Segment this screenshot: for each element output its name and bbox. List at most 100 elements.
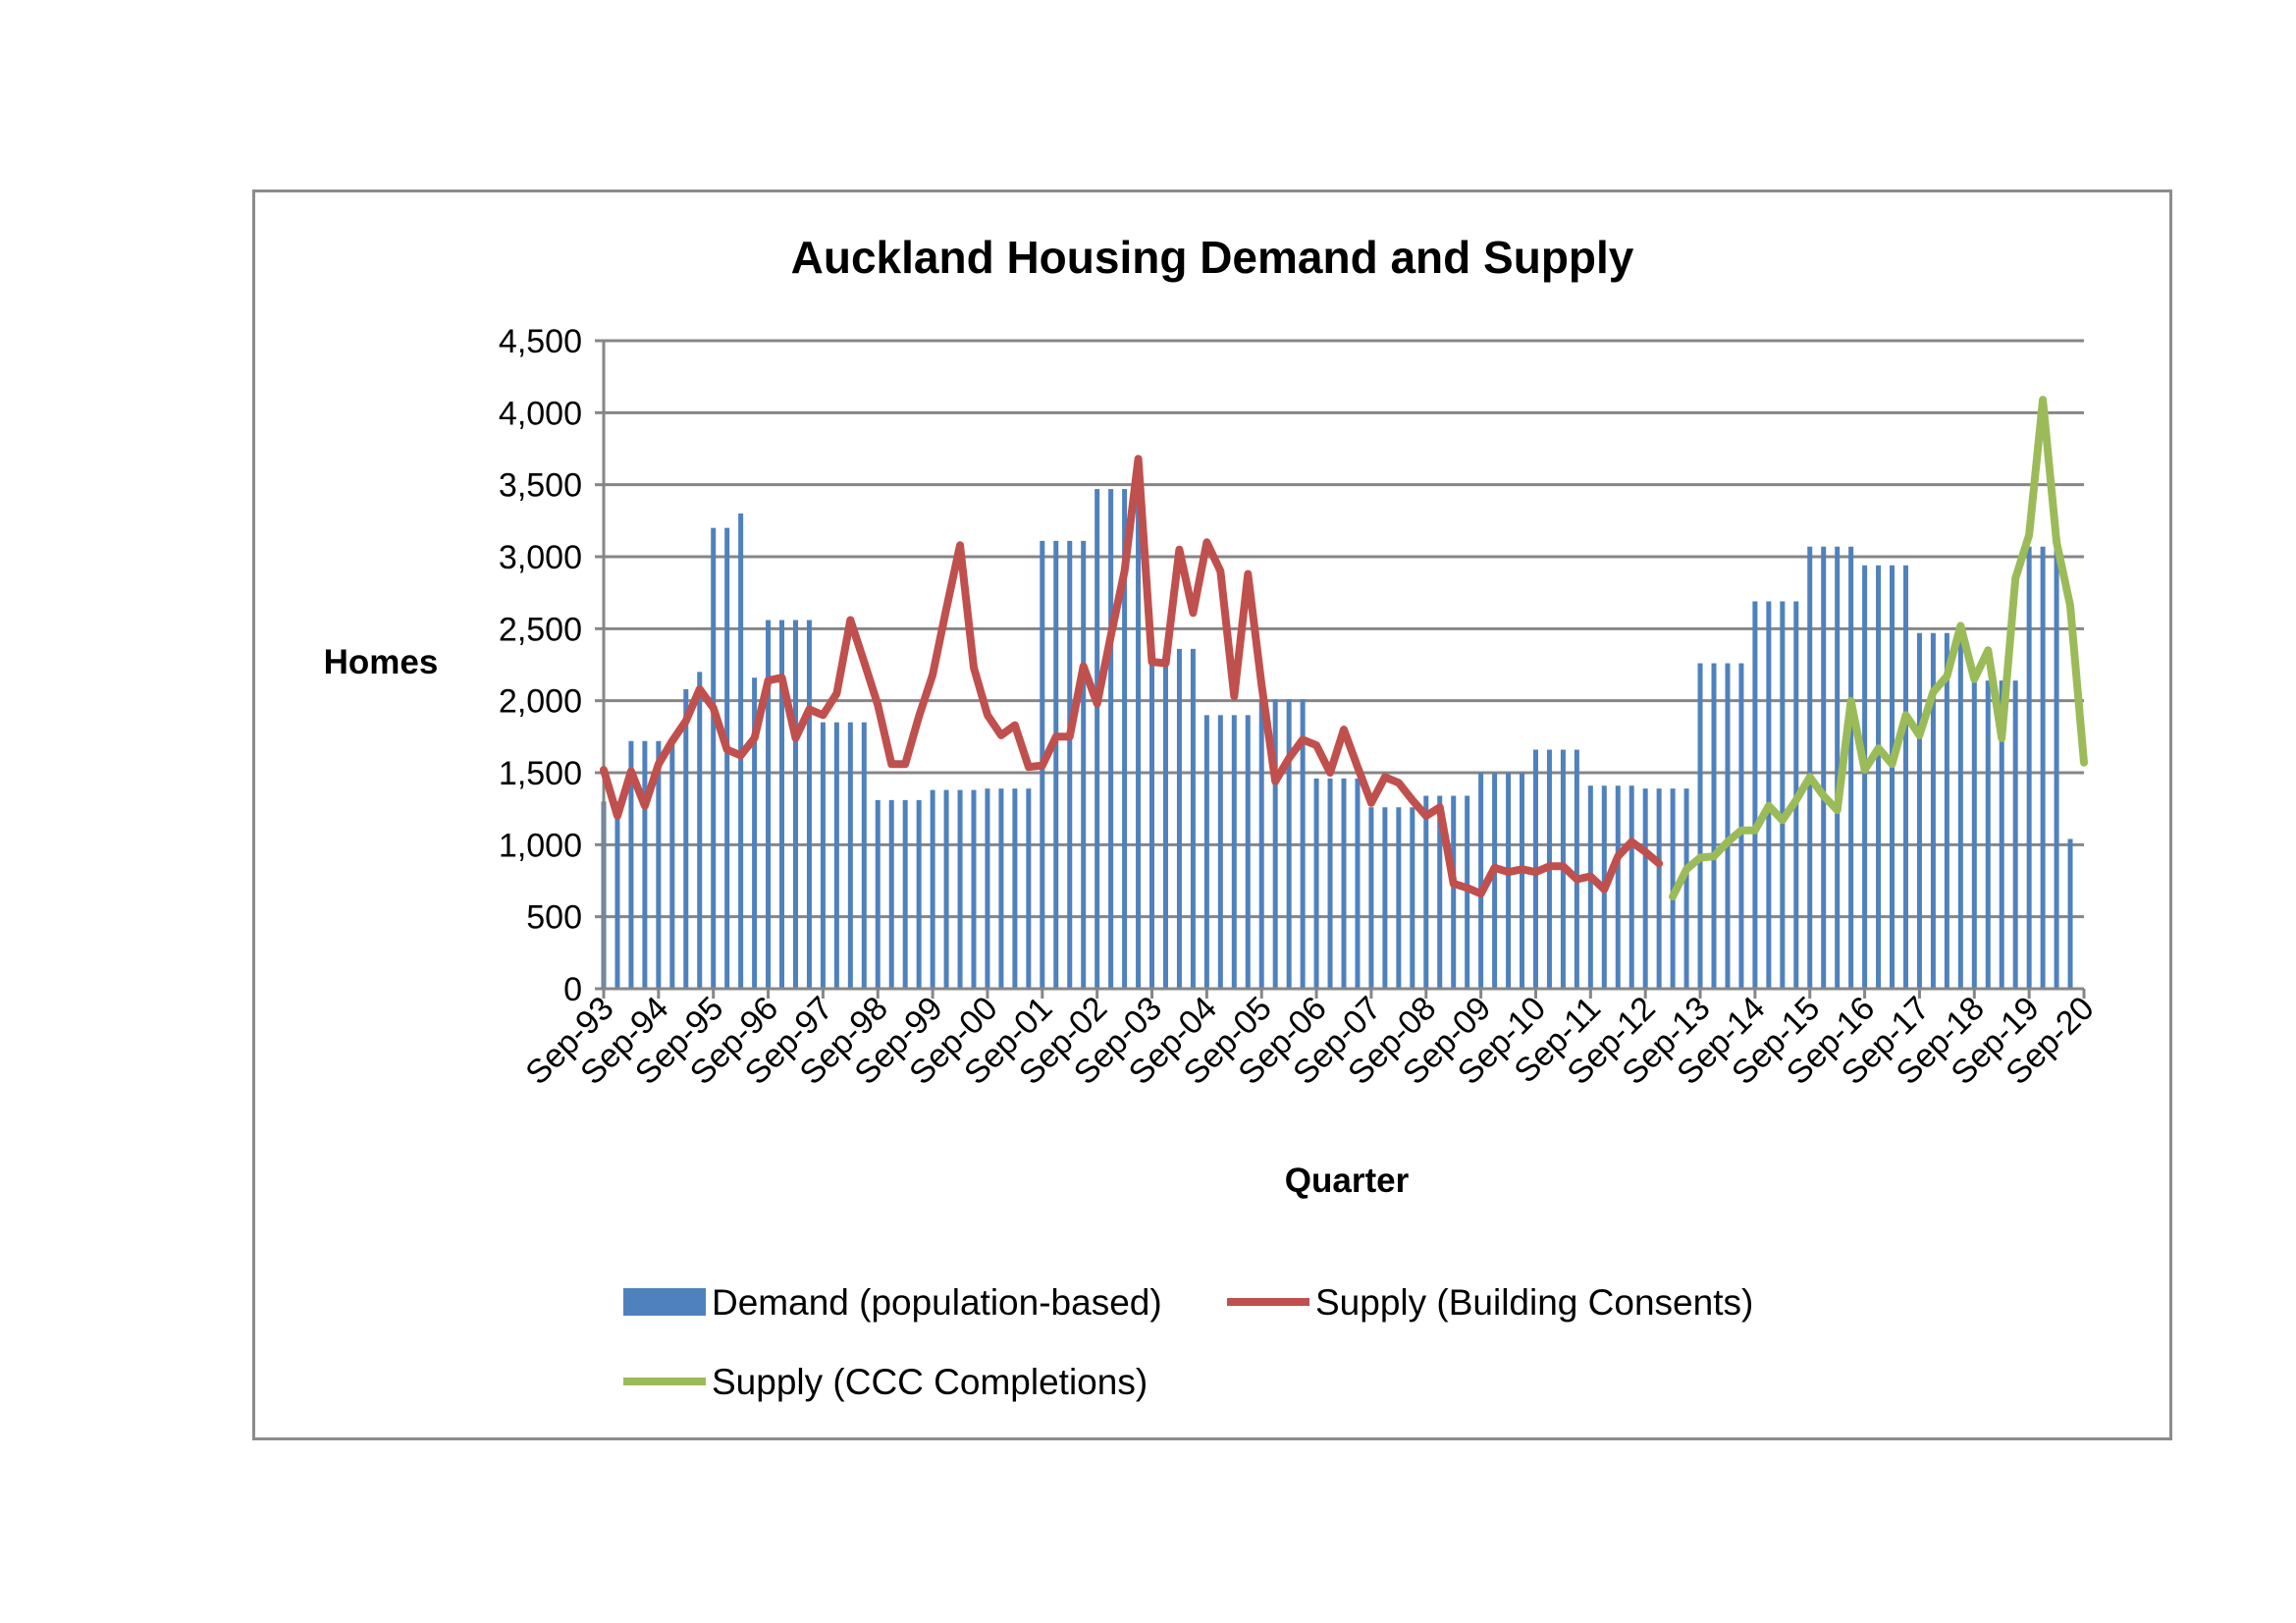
demand-bar bbox=[820, 722, 826, 989]
demand-bar bbox=[2067, 839, 2073, 989]
demand-bar bbox=[1587, 785, 1593, 989]
series-line bbox=[600, 455, 1664, 898]
demand-bar bbox=[1465, 795, 1470, 989]
demand-bar bbox=[2026, 546, 2032, 989]
demand-bar bbox=[1985, 680, 1991, 989]
demand-bar bbox=[1122, 489, 1128, 989]
demand-bar bbox=[1738, 663, 1744, 989]
demand-bar bbox=[1520, 773, 1525, 989]
y-tick-label: 3,000 bbox=[499, 539, 582, 576]
demand-bar bbox=[1615, 785, 1621, 989]
demand-bar bbox=[683, 688, 689, 989]
demand-bar bbox=[957, 789, 963, 989]
demand-bar bbox=[1382, 807, 1388, 989]
demand-bar bbox=[1245, 715, 1251, 989]
demand-bar bbox=[1890, 565, 1896, 989]
demand-bar bbox=[1286, 699, 1292, 989]
demand-bar bbox=[1437, 795, 1443, 989]
chart-title: Auckland Housing Demand and Supply bbox=[791, 232, 1634, 283]
demand-bar bbox=[2054, 546, 2059, 989]
demand-bar bbox=[1176, 648, 1182, 989]
gridlines bbox=[595, 339, 2084, 991]
demand-bar bbox=[1629, 785, 1634, 989]
demand-bar bbox=[1313, 778, 1319, 989]
demand-bar bbox=[779, 620, 785, 989]
demand-bar bbox=[1368, 807, 1374, 989]
demand-bar bbox=[2040, 546, 2046, 989]
demand-bar bbox=[861, 722, 867, 989]
demand-bar bbox=[1807, 546, 1813, 989]
demand-bar bbox=[1026, 788, 1032, 989]
demand-bar bbox=[1821, 546, 1827, 989]
demand-bar bbox=[1492, 773, 1498, 989]
y-tick-label: 2,500 bbox=[499, 611, 582, 648]
demand-bar bbox=[971, 789, 977, 989]
demand-bar bbox=[1053, 540, 1059, 989]
demand-bar bbox=[792, 620, 798, 989]
axes bbox=[602, 341, 2086, 999]
demand-bar bbox=[847, 722, 853, 989]
demand-bar bbox=[1656, 788, 1662, 989]
y-tick-label: 1,500 bbox=[499, 755, 582, 792]
demand-bar bbox=[1355, 778, 1361, 989]
demand-bar bbox=[656, 740, 662, 989]
demand-bar bbox=[2012, 680, 2018, 989]
demand-bar bbox=[943, 789, 949, 989]
demand-bar bbox=[1944, 632, 1949, 989]
demand-bar bbox=[998, 788, 1004, 989]
demand-bar bbox=[1095, 489, 1100, 989]
demand-bar bbox=[985, 788, 990, 989]
demand-bar bbox=[1149, 648, 1155, 989]
demand-bar bbox=[1642, 788, 1648, 989]
y-tick-label: 4,000 bbox=[499, 395, 582, 432]
demand-bar bbox=[1711, 663, 1717, 989]
legend-swatch bbox=[623, 1288, 706, 1316]
demand-bar bbox=[1341, 778, 1347, 989]
demand-bar bbox=[833, 722, 839, 989]
chart-svg: Auckland Housing Demand and Supply 0 500 1… bbox=[324, 232, 2102, 1402]
demand-bar bbox=[1012, 788, 1018, 989]
demand-bar bbox=[1957, 632, 1963, 989]
demand-bar bbox=[1067, 540, 1073, 989]
demand-bar bbox=[1697, 663, 1703, 989]
demand-bar bbox=[1752, 601, 1758, 989]
demand-bar bbox=[1162, 648, 1168, 989]
demand-bar bbox=[1766, 601, 1772, 989]
demand-bar bbox=[752, 677, 758, 989]
demand-bar bbox=[1478, 773, 1484, 989]
demand-bar bbox=[1971, 680, 1977, 989]
y-axis-tick-labels: 0 500 1,000 1,500 2,000 2,500 3,000 3,500 4,000 4… bbox=[499, 323, 582, 1008]
legend-label: Demand (population-based) bbox=[712, 1282, 1162, 1323]
demand-bar bbox=[1725, 663, 1731, 989]
supply-lines bbox=[600, 396, 2088, 901]
demand-bar bbox=[1327, 778, 1333, 989]
demand-bar bbox=[669, 740, 675, 989]
x-axis-title: Quarter bbox=[1285, 1162, 1410, 1200]
chart-frame: Auckland Housing Demand and Supply 0 500 1… bbox=[252, 189, 2172, 1440]
y-tick-label: 1,000 bbox=[499, 827, 582, 864]
demand-bar bbox=[1203, 715, 1209, 989]
demand-bar bbox=[1081, 540, 1087, 989]
demand-bar bbox=[642, 740, 648, 989]
demand-bar bbox=[806, 620, 812, 989]
demand-bar bbox=[930, 789, 935, 989]
demand-bar bbox=[1272, 699, 1278, 989]
demand-bar bbox=[1258, 699, 1264, 989]
demand-bar bbox=[1108, 489, 1114, 989]
series-line bbox=[1669, 396, 2088, 901]
demand-bar bbox=[697, 672, 703, 989]
demand-bar bbox=[1848, 546, 1854, 989]
demand-bar bbox=[1423, 795, 1429, 989]
y-axis-title: Homes bbox=[324, 643, 439, 681]
demand-bar bbox=[1916, 632, 1922, 989]
legend-label: Supply (Building Consents) bbox=[1315, 1282, 1753, 1323]
x-axis-tick-labels: Sep-93Sep-94Sep-95Sep-96Sep-97Sep-98Sep-… bbox=[518, 990, 2101, 1092]
demand-bar bbox=[628, 740, 634, 989]
demand-bar bbox=[1231, 715, 1237, 989]
y-tick-label: 500 bbox=[526, 899, 582, 937]
demand-bar bbox=[1574, 749, 1579, 989]
demand-bar bbox=[1217, 715, 1223, 989]
demand-bar bbox=[1136, 489, 1142, 989]
demand-bar bbox=[1410, 807, 1415, 989]
demand-bar bbox=[902, 799, 908, 989]
